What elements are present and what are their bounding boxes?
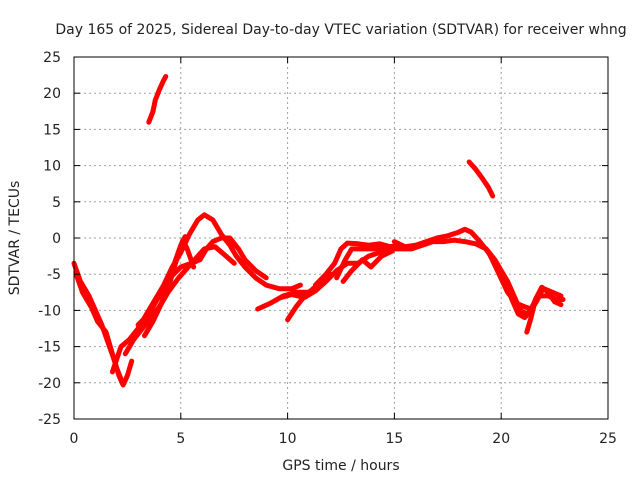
- y-tick-label: -25: [38, 412, 61, 428]
- series-trace-12: [334, 244, 387, 281]
- y-tick-label: 25: [43, 50, 61, 66]
- y-tick-label: 0: [52, 231, 61, 247]
- y-tick-label: -10: [38, 303, 61, 319]
- series-trace-7: [144, 244, 237, 328]
- data-series: [71, 74, 566, 388]
- y-tick-label: -5: [47, 267, 61, 283]
- x-tick-label: 5: [176, 431, 185, 447]
- series-trace-17: [146, 74, 169, 125]
- x-tick-label: 0: [70, 431, 79, 447]
- x-tick-label: 10: [279, 431, 297, 447]
- series-trace-14: [391, 226, 540, 321]
- y-tick-label: 20: [43, 86, 61, 102]
- y-tick-label: 10: [43, 159, 61, 175]
- y-axis-label: SDTVAR / TECUs: [7, 181, 23, 296]
- x-tick-label: 15: [385, 431, 403, 447]
- x-tick-label: 25: [599, 431, 617, 447]
- x-axis-label: GPS time / hours: [282, 458, 399, 474]
- series-trace-16: [524, 284, 564, 335]
- series-trace-18: [466, 159, 496, 199]
- series-trace-15: [488, 253, 564, 312]
- chart-title: Day 165 of 2025, Sidereal Day-to-day VTE…: [55, 22, 626, 38]
- x-tick-label: 20: [492, 431, 510, 447]
- y-tick-label: 15: [43, 122, 61, 138]
- axis-ticks: 0 5 10 15 20 25 -25 -20 -15 -10 -5 0 5 10 15 20 25: [38, 50, 617, 447]
- y-tick-label: -20: [38, 376, 61, 392]
- series-trace-13: [340, 248, 395, 284]
- y-tick-label: -15: [38, 340, 61, 356]
- y-tick-label: 5: [52, 195, 61, 211]
